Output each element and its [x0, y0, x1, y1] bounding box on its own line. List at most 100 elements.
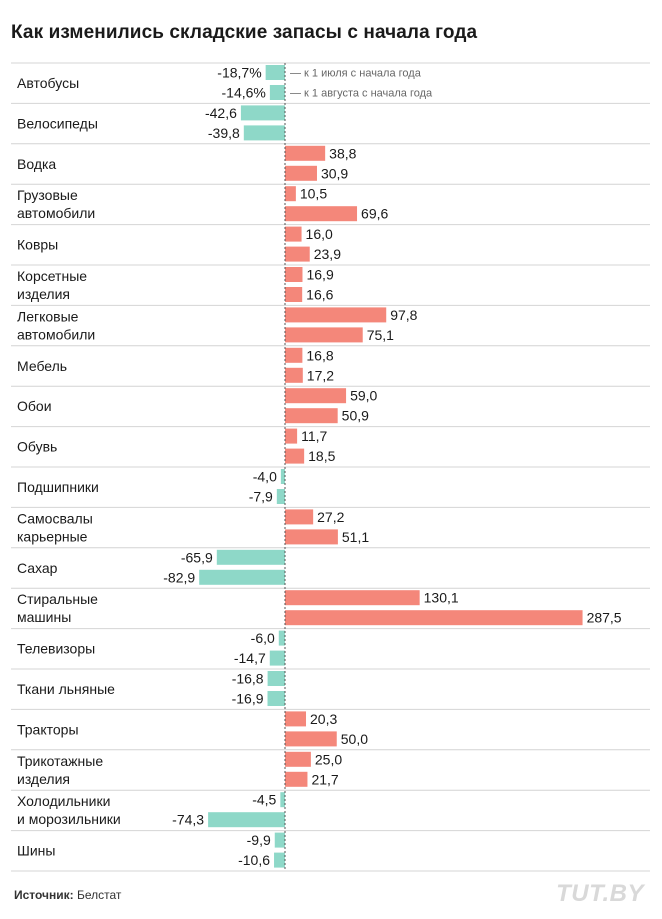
bar — [280, 469, 285, 484]
category-label: Мебель — [17, 358, 67, 374]
value-label: 18,5 — [308, 448, 335, 464]
bar — [285, 711, 307, 727]
value-label: 21,7 — [311, 771, 338, 787]
bar — [243, 125, 285, 141]
value-label: -10,6 — [238, 852, 270, 868]
value-label: -39,8 — [208, 125, 240, 141]
value-label: -4,0 — [253, 469, 277, 485]
value-label: -7,9 — [249, 489, 273, 505]
bar — [285, 448, 305, 464]
bar — [278, 630, 285, 646]
bar — [274, 852, 285, 868]
bar — [240, 105, 285, 121]
source-label: Источник: — [14, 888, 74, 902]
category-label: и морозильники — [17, 811, 121, 827]
value-label: 75,1 — [367, 327, 394, 343]
value-label: -82,9 — [163, 569, 195, 585]
value-label: 23,9 — [314, 246, 341, 262]
bar — [269, 85, 285, 100]
value-label: -65,9 — [181, 549, 213, 565]
bar — [285, 388, 347, 404]
category-label: Автобусы — [17, 75, 79, 91]
value-label: 16,6 — [306, 287, 333, 303]
bar — [267, 671, 285, 686]
value-label: -16,8 — [232, 671, 264, 687]
category-label: Подшипники — [17, 479, 99, 495]
value-label: 51,1 — [342, 529, 369, 545]
bar — [285, 206, 358, 222]
bar — [285, 751, 311, 767]
category-label: изделия — [17, 286, 70, 302]
value-label: 59,0 — [350, 388, 377, 404]
bar — [274, 832, 285, 848]
bar — [285, 347, 303, 363]
value-label: -9,9 — [247, 832, 271, 848]
category-label: Легковые — [17, 308, 79, 324]
bar — [276, 489, 285, 504]
value-label: -18,7% — [217, 65, 261, 81]
category-label: автомобили — [17, 205, 95, 221]
legend-label: — к 1 августа с начала года — [290, 88, 433, 100]
source-value: Белстат — [77, 888, 122, 902]
bar — [285, 529, 338, 545]
value-label: 27,2 — [317, 509, 344, 525]
value-label: 10,5 — [300, 186, 327, 202]
category-label: Водка — [17, 156, 56, 172]
bar — [285, 307, 387, 323]
bar — [216, 549, 285, 565]
category-label: Обои — [17, 398, 52, 414]
bar — [199, 569, 285, 585]
bar — [285, 145, 326, 161]
bar — [285, 226, 302, 242]
category-label: изделия — [17, 771, 70, 787]
brand-logo: TUT.BY — [556, 880, 644, 907]
category-label: Трикотажные — [17, 753, 103, 769]
category-label: машины — [17, 609, 71, 625]
value-label: -14,6% — [222, 85, 266, 101]
bar — [267, 691, 285, 706]
value-label: 25,0 — [315, 751, 342, 767]
value-label: 97,8 — [390, 307, 417, 323]
category-label: Тракторы — [17, 721, 79, 737]
category-label: Обувь — [17, 439, 57, 455]
value-label: 16,9 — [306, 267, 333, 283]
bar — [208, 812, 285, 828]
value-label: 16,0 — [306, 226, 333, 242]
category-label: Самосвалы — [17, 510, 93, 526]
category-label: Телевизоры — [17, 641, 95, 657]
value-label: -6,0 — [251, 630, 275, 646]
bar — [285, 731, 337, 747]
bar — [285, 408, 338, 424]
bar — [285, 267, 303, 282]
value-label: 287,5 — [587, 610, 622, 626]
category-label: Ковры — [17, 237, 58, 253]
bar — [285, 367, 303, 383]
value-label: 38,8 — [329, 145, 356, 161]
category-label: Корсетные — [17, 268, 87, 284]
value-label: 69,6 — [361, 206, 388, 222]
category-label: автомобили — [17, 326, 95, 342]
value-label: 11,7 — [301, 428, 327, 444]
category-label: Холодильники — [17, 793, 110, 809]
legend-label: — к 1 июля с начала года — [290, 68, 422, 80]
bar — [285, 327, 363, 343]
value-label: -16,9 — [232, 691, 264, 707]
value-label: 20,3 — [310, 711, 337, 727]
bar — [285, 186, 296, 202]
value-label: -4,5 — [252, 792, 276, 808]
bar — [285, 771, 308, 787]
bar — [285, 287, 303, 302]
value-label: 17,2 — [307, 367, 334, 383]
value-label: 30,9 — [321, 165, 348, 181]
bar — [280, 792, 285, 808]
bar-chart: Автобусы -18,7% -14,6% — к 1 июля с начала … — [11, 62, 650, 872]
value-label: 16,8 — [306, 347, 333, 363]
bar — [285, 246, 310, 262]
value-label: 130,1 — [424, 590, 459, 606]
bar — [265, 65, 285, 80]
value-label: -42,6 — [205, 105, 237, 121]
category-label: Ткани льняные — [17, 681, 115, 697]
category-label: Велосипеды — [17, 115, 98, 131]
source-note: Источник: Белстат — [14, 888, 121, 902]
bar — [285, 610, 583, 626]
